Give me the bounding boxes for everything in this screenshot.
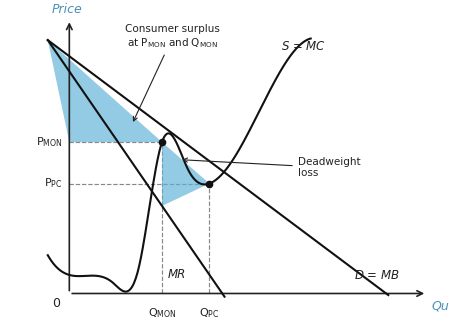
Text: P$_{\mathregular{PC}}$: P$_{\mathregular{PC}}$ — [44, 177, 63, 191]
Text: MR: MR — [168, 268, 186, 281]
Text: Q$_{\mathregular{MON}}$: Q$_{\mathregular{MON}}$ — [148, 306, 176, 320]
Text: Q$_{\mathregular{PC}}$: Q$_{\mathregular{PC}}$ — [199, 306, 220, 320]
Polygon shape — [162, 142, 209, 206]
Text: Deadweight
loss: Deadweight loss — [183, 157, 361, 178]
Text: $D$ = MB: $D$ = MB — [354, 270, 400, 283]
Text: P$_{\mathregular{MON}}$: P$_{\mathregular{MON}}$ — [36, 135, 63, 149]
Text: Price: Price — [52, 3, 83, 16]
Text: Quantity: Quantity — [431, 300, 449, 313]
Text: 0: 0 — [53, 296, 61, 309]
Text: Consumer surplus
at P$_{\mathregular{MON}}$ and Q$_{\mathregular{MON}}$: Consumer surplus at P$_{\mathregular{MON… — [125, 24, 220, 121]
Polygon shape — [48, 40, 162, 142]
Text: $S$ = MC: $S$ = MC — [281, 40, 326, 53]
